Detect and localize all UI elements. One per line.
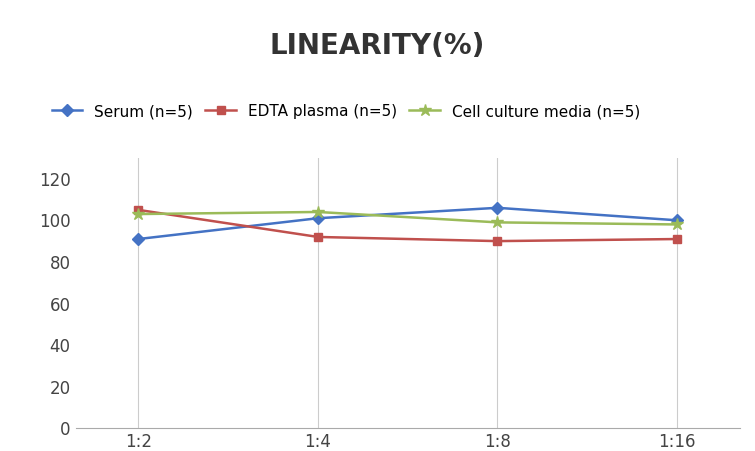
Cell culture media (n=5)	[313, 209, 322, 215]
Serum (n=5)	[673, 217, 682, 223]
Line: Cell culture media (n=5): Cell culture media (n=5)	[132, 206, 683, 231]
EDTA plasma (n=5)	[134, 207, 143, 212]
Line: EDTA plasma (n=5): EDTA plasma (n=5)	[134, 206, 681, 245]
Serum (n=5)	[134, 236, 143, 242]
Cell culture media (n=5)	[673, 222, 682, 227]
Serum (n=5)	[313, 216, 322, 221]
Cell culture media (n=5)	[134, 212, 143, 217]
Cell culture media (n=5)	[493, 220, 502, 225]
Legend: Serum (n=5), EDTA plasma (n=5), Cell culture media (n=5): Serum (n=5), EDTA plasma (n=5), Cell cul…	[45, 98, 646, 125]
EDTA plasma (n=5)	[313, 234, 322, 239]
Text: LINEARITY(%): LINEARITY(%)	[270, 32, 485, 60]
Serum (n=5)	[493, 205, 502, 211]
Line: Serum (n=5): Serum (n=5)	[134, 204, 681, 243]
EDTA plasma (n=5)	[493, 239, 502, 244]
EDTA plasma (n=5)	[673, 236, 682, 242]
